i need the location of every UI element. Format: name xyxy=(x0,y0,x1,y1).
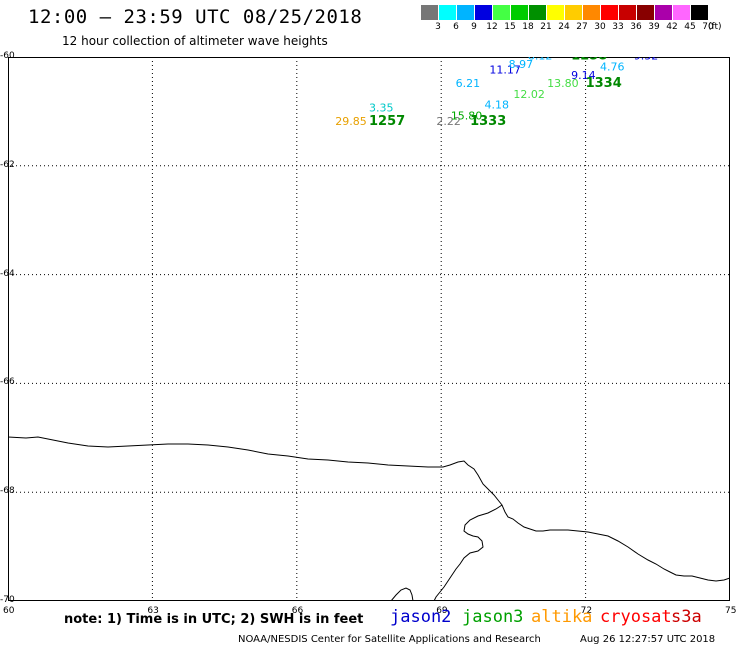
satellite-jason2: jason2 xyxy=(390,607,452,627)
lon-label-60: 60 xyxy=(3,606,15,616)
legend-label-21: 21 xyxy=(540,22,552,32)
wave-height-label: 6.21 xyxy=(456,77,481,90)
legend-swatch-6 xyxy=(439,5,456,20)
legend-label-45: 45 xyxy=(684,22,696,32)
wave-height-label: 15.80 xyxy=(451,110,483,123)
wave-height-label: 8.12 xyxy=(528,57,553,63)
bay-coastline xyxy=(433,504,503,601)
map-grid xyxy=(8,57,730,601)
time-label: 1258 xyxy=(571,57,607,64)
satellite-cryosat: cryosat xyxy=(600,607,672,627)
legend-label-18: 18 xyxy=(522,22,534,32)
lat-label--60: -60 xyxy=(0,51,15,61)
footnote: note: 1) Time is in UTC; 2) SWH is in fe… xyxy=(64,612,364,627)
legend-swatch-39 xyxy=(637,5,654,20)
wave-height-label: 11.17 xyxy=(489,63,521,76)
coastline xyxy=(8,436,730,601)
page-title: 12:00 – 23:59 UTC 08/25/2018 xyxy=(28,6,363,28)
legend-label-30: 30 xyxy=(594,22,606,32)
credit-text: NOAA/NESDIS Center for Satellite Applica… xyxy=(238,634,541,645)
legend-swatch-24 xyxy=(547,5,564,20)
legend-swatch-30 xyxy=(583,5,600,20)
legend-label-12: 12 xyxy=(486,22,498,32)
lon-label-69: 69 xyxy=(436,606,448,616)
legend-unit: (ft) xyxy=(708,22,722,32)
map-frame xyxy=(8,57,730,601)
legend-label-15: 15 xyxy=(504,22,516,32)
lon-label-63: 63 xyxy=(147,606,159,616)
wave-height-label: 4.18 xyxy=(485,99,510,112)
wave-height-label: 2.22 xyxy=(436,115,461,128)
time-label: 1334 xyxy=(586,76,622,91)
wave-height-label: 13.80 xyxy=(547,77,579,90)
lat-label--64: -64 xyxy=(0,268,15,279)
legend-swatch-27 xyxy=(565,5,582,20)
page-subtitle: 12 hour collection of altimeter wave hei… xyxy=(62,34,328,48)
legend-swatch-15 xyxy=(493,5,510,20)
wave-height-label: 9.14 xyxy=(571,69,596,82)
legend-swatch-45 xyxy=(673,5,690,20)
legend-label-9: 9 xyxy=(471,22,477,32)
legend-label-33: 33 xyxy=(612,22,624,32)
legend-label-42: 42 xyxy=(666,22,678,32)
legend-label-24: 24 xyxy=(558,22,570,32)
wave-height-label: 4.76 xyxy=(600,61,625,74)
legend-label-70: 70 xyxy=(702,22,714,32)
lon-label-66: 66 xyxy=(291,606,304,616)
legend-label-36: 36 xyxy=(630,22,642,32)
legend-swatch-3 xyxy=(421,5,438,20)
legend-swatch-36 xyxy=(619,5,636,20)
wave-height-label: 9.32 xyxy=(634,57,659,63)
legend-label-39: 39 xyxy=(648,22,660,32)
wave-height-label: 3.35 xyxy=(369,101,394,114)
legend-label-6: 6 xyxy=(453,22,459,32)
wave-height-label: 8.97 xyxy=(509,58,534,71)
legend-label-3: 3 xyxy=(435,22,441,32)
wave-height-label: 12.02 xyxy=(513,88,545,101)
time-label: 1257 xyxy=(369,114,405,129)
legend-swatch-42 xyxy=(655,5,672,20)
satellite-s3a: s3a xyxy=(671,607,702,627)
time-label: 1333 xyxy=(470,114,506,129)
legend-label-27: 27 xyxy=(576,22,588,32)
satellite-altika: altika xyxy=(531,607,593,627)
legend-swatch-33 xyxy=(601,5,618,20)
legend-swatch-9 xyxy=(457,5,474,20)
legend-swatch-70 xyxy=(691,5,708,20)
timestamp-text: Aug 26 12:27:57 UTC 2018 xyxy=(580,634,716,645)
legend-swatch-21 xyxy=(529,5,546,20)
lon-label-75: 75 xyxy=(725,606,737,616)
wave-height-label: 29.85 xyxy=(335,115,367,128)
legend-swatch-12 xyxy=(475,5,492,20)
lat-label--68: -68 xyxy=(0,486,15,497)
legend-swatch-18 xyxy=(511,5,528,20)
antarctic-coastline xyxy=(8,436,730,582)
satellite-jason3: jason3 xyxy=(462,607,524,627)
lon-label-72: 72 xyxy=(580,606,593,616)
lat-label--66: -66 xyxy=(0,377,15,388)
lat-label--62: -62 xyxy=(0,159,15,170)
island-coastline xyxy=(390,587,414,601)
lat-label--70: -70 xyxy=(0,595,15,605)
